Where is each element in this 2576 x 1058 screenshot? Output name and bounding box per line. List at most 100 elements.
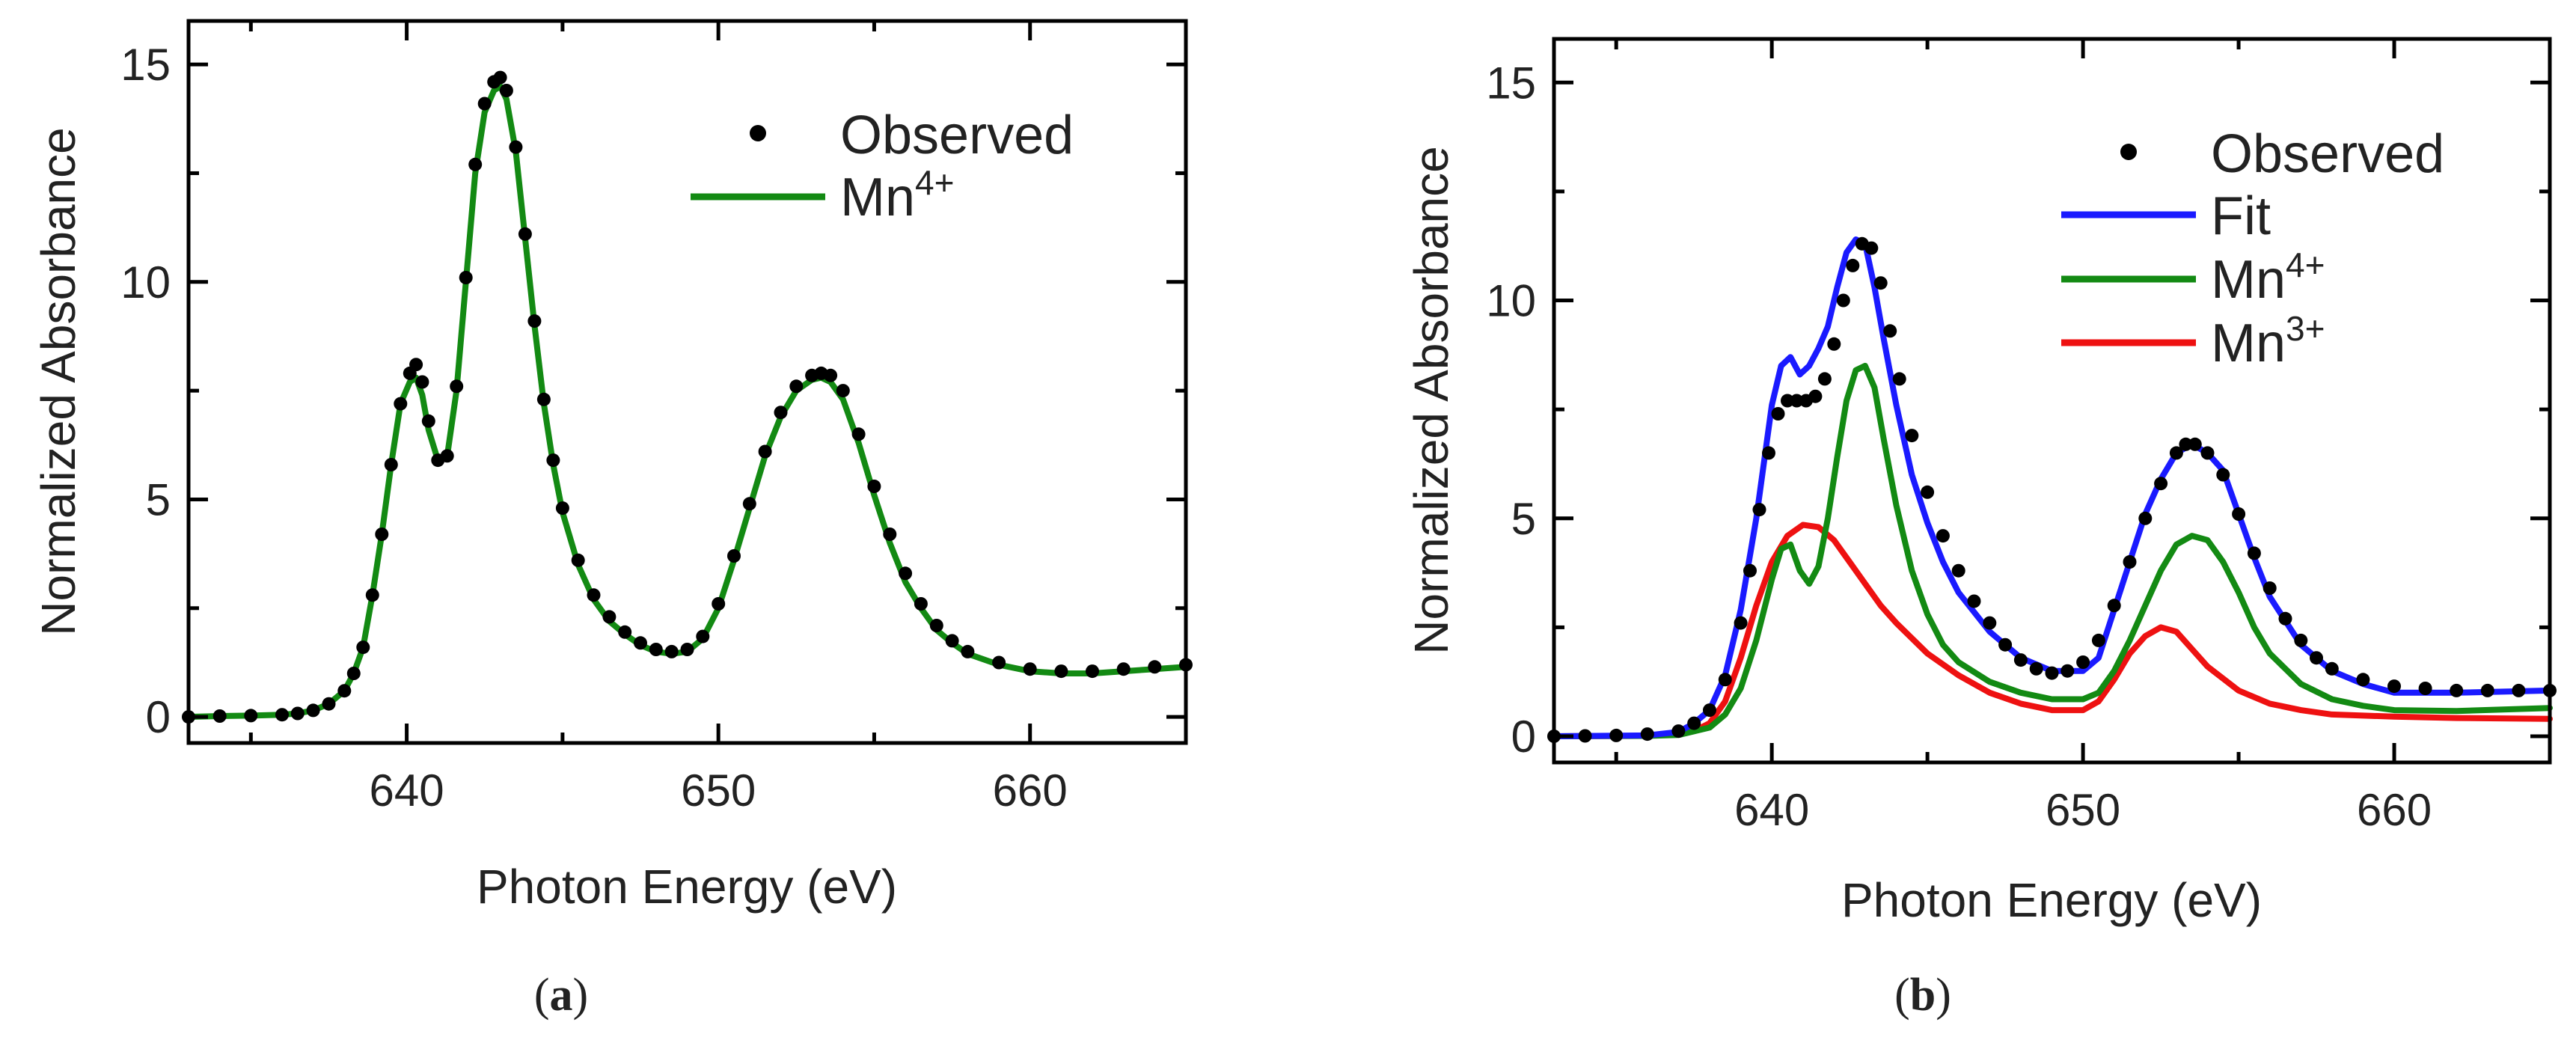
panel-b-series-line-mn4 xyxy=(1551,362,2553,739)
panel-a-data-point xyxy=(493,70,507,85)
panel-b-legend-mn4-superscript: 4+ xyxy=(2286,245,2325,284)
panel-b-data-point xyxy=(2263,581,2277,595)
panel-b-data-point xyxy=(1743,563,1757,578)
panel-b-legend: Observed Fit Mn4+ Mn3+ xyxy=(2061,124,2444,373)
panel-a-data-point xyxy=(477,97,492,111)
panel-b-data-point xyxy=(1687,716,1701,730)
panel-b-data-point xyxy=(2278,611,2292,626)
panel-b-data-point xyxy=(2138,511,2153,525)
panel-a-data-point xyxy=(618,625,632,639)
panel-a-caption-paren-open: ( xyxy=(534,970,550,1021)
panel-a-y-tick-label: 10 xyxy=(120,257,171,308)
panel-a-data-point xyxy=(883,528,897,541)
panel-b-data-point xyxy=(2232,507,2246,521)
chart-panel-b: 640 650 660 0 5 10 15 Normalized Absorbance Ph… xyxy=(1404,37,2557,1021)
panel-a-legend-observed-label: Observed xyxy=(840,106,1074,165)
panel-a-data-point xyxy=(774,406,788,420)
panel-a-data-point xyxy=(337,684,352,698)
panel-a-data-point xyxy=(899,566,913,581)
panel-b-caption-paren-close: ) xyxy=(1936,970,1951,1021)
panel-a-data-point xyxy=(634,636,647,650)
panel-a-axes-frame xyxy=(186,19,1188,745)
panel-b-series-line-fit xyxy=(1551,236,2553,739)
panel-b-data-point xyxy=(1790,394,1804,408)
panel-a-legend-observed-marker xyxy=(750,125,766,141)
panel-a-data-point xyxy=(290,706,305,721)
panel-a-caption-label: (a) xyxy=(534,970,588,1021)
panel-b-data-point xyxy=(1951,563,1965,578)
panel-a-caption-letter: a xyxy=(550,970,573,1021)
panel-b-data-point xyxy=(2169,446,2183,460)
panel-b-series-points-observed xyxy=(1547,236,2557,743)
panel-a-data-point xyxy=(409,358,423,372)
panel-b-legend-fit-label: Fit xyxy=(2211,186,2271,246)
panel-a-data-point xyxy=(649,643,663,656)
panel-a-data-point xyxy=(680,643,694,656)
panel-a-legend-mn4-label: Mn xyxy=(840,168,915,227)
panel-a-data-point xyxy=(536,392,551,406)
panel-b-legend-mn4-label: Mn xyxy=(2211,250,2286,310)
panel-b-data-point xyxy=(2418,682,2432,695)
panel-a-data-point xyxy=(244,709,258,723)
panel-b-y-tick-label: 5 xyxy=(1511,494,1536,544)
panel-b-data-point xyxy=(2325,661,2339,676)
panel-a-data-point xyxy=(440,449,454,463)
panel-a-data-point xyxy=(555,501,569,516)
panel-b-y-axis-label: Normalized Absorbance xyxy=(1404,146,1458,654)
panel-b-data-point xyxy=(1752,503,1766,517)
panel-a-x-tick-label: 640 xyxy=(370,765,444,816)
panel-b-data-point xyxy=(1578,729,1592,743)
panel-a-data-point xyxy=(275,708,289,722)
panel-b-data-point xyxy=(1936,529,1950,543)
panel-b-data-point xyxy=(2200,446,2215,460)
panel-b-data-point xyxy=(1883,324,1897,338)
panel-a-data-point xyxy=(394,397,408,411)
panel-a-data-point xyxy=(1148,660,1162,674)
panel-b-data-point xyxy=(1983,616,1997,630)
panel-a-data-point xyxy=(851,427,866,441)
panel-a-data-point xyxy=(415,375,429,389)
panel-a-data-point xyxy=(1086,664,1099,679)
panel-a-data-point xyxy=(459,271,473,284)
panel-a-data-point xyxy=(664,644,679,658)
panel-a-data-point xyxy=(914,597,928,611)
panel-a-data-point xyxy=(546,453,560,468)
panel-b-legend-observed-label: Observed xyxy=(2211,124,2444,184)
panel-a-data-point xyxy=(992,655,1006,670)
panel-b-data-point xyxy=(2061,664,2075,678)
panel-b-data-point xyxy=(1718,673,1732,687)
panel-a-data-point xyxy=(929,619,943,632)
panel-b-y-tick-label: 0 xyxy=(1511,712,1536,762)
panel-a-data-point xyxy=(758,444,772,459)
panel-b-data-point xyxy=(2029,661,2043,676)
panel-b-legend-mn3-superscript: 3+ xyxy=(2286,309,2325,348)
panel-a-data-point xyxy=(587,588,601,602)
panel-a-data-point xyxy=(727,549,741,563)
panel-b-legend-mn4-text: Mn4+ xyxy=(2211,245,2325,310)
panel-b-data-point xyxy=(1892,372,1906,386)
panel-b-y-tick-label: 15 xyxy=(1486,58,1536,108)
panel-b-data-point xyxy=(1827,337,1841,351)
panel-a-data-point xyxy=(365,588,379,602)
panel-a-legend-mn4-text: Mn4+ xyxy=(840,163,954,227)
panel-b-data-point xyxy=(1921,485,1935,499)
panel-b-data-point xyxy=(1762,446,1775,460)
panel-b-caption-letter: b xyxy=(1910,970,1936,1021)
panel-b-data-point xyxy=(2013,653,2028,667)
panel-a-x-axis-label: Photon Energy (eV) xyxy=(477,860,897,914)
panel-b-data-point xyxy=(2091,633,2105,647)
panel-b-ticks: 640 650 660 0 5 10 15 xyxy=(1486,39,2552,835)
panel-a-data-point xyxy=(961,644,975,658)
panel-a-data-point xyxy=(450,379,464,394)
panel-a-data-point xyxy=(1023,662,1037,676)
panel-b-data-point xyxy=(1967,594,1981,608)
panel-b-data-point xyxy=(2512,683,2526,697)
panel-b-x-tick-label: 650 xyxy=(2046,785,2120,835)
panel-b-x-axis-label: Photon Energy (eV) xyxy=(1841,873,2262,927)
panel-a-data-point xyxy=(527,314,542,328)
panel-b-data-point xyxy=(1998,637,2013,652)
panel-b-x-tick-label: 660 xyxy=(2357,785,2432,835)
panel-a-data-point xyxy=(836,384,850,398)
panel-b-data-point xyxy=(2294,633,2308,647)
